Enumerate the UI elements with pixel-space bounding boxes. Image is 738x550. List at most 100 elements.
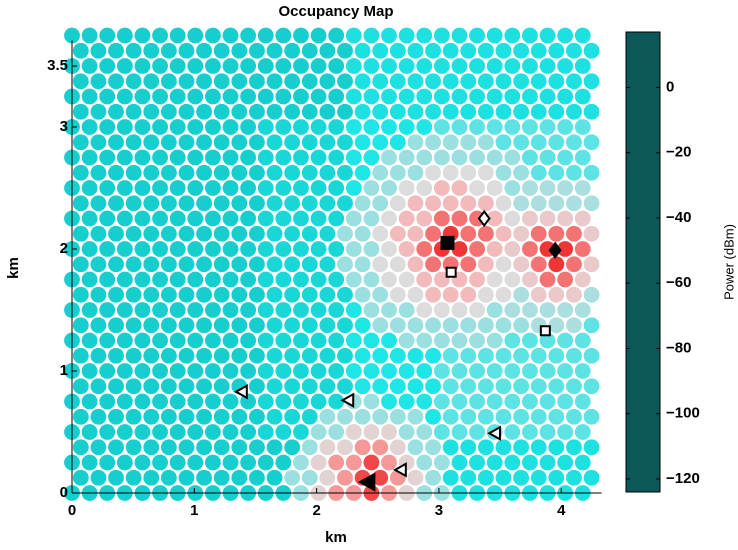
cell [187, 149, 204, 166]
cell [504, 88, 521, 105]
cell [495, 134, 512, 151]
cell [196, 408, 212, 425]
cell [196, 469, 212, 486]
cell [486, 454, 503, 471]
cell [152, 454, 168, 471]
cell [222, 88, 239, 105]
cell [99, 363, 116, 379]
cell [90, 256, 107, 273]
cell [548, 378, 565, 395]
cell [513, 103, 530, 120]
cell [266, 42, 283, 59]
cell [213, 256, 230, 273]
cell [152, 363, 168, 379]
cell [284, 164, 301, 181]
cell [416, 88, 433, 105]
cell [539, 119, 556, 135]
cell [354, 134, 371, 151]
cell [266, 317, 283, 334]
cell [249, 469, 265, 486]
cell [72, 378, 89, 395]
cell [425, 164, 441, 181]
cell [178, 225, 195, 242]
cell [187, 241, 204, 257]
cell [257, 149, 274, 166]
marker [440, 235, 455, 250]
cell [460, 286, 477, 303]
cell [293, 393, 309, 410]
cell [125, 195, 142, 212]
cell [301, 42, 318, 59]
cell [231, 225, 248, 242]
cell [152, 332, 168, 349]
cell [425, 469, 441, 486]
cell [152, 424, 168, 440]
cell [557, 302, 574, 318]
cell [477, 317, 494, 334]
cell [319, 378, 336, 395]
cell [469, 149, 485, 166]
cell [557, 119, 574, 135]
cell [486, 27, 503, 44]
cell [442, 378, 459, 395]
cell [134, 424, 151, 440]
cell [231, 408, 248, 425]
cell [231, 469, 248, 486]
cell [328, 424, 345, 440]
cell [425, 378, 441, 395]
cell [205, 88, 221, 105]
cell [522, 58, 538, 74]
cell [363, 332, 380, 349]
cell [539, 271, 556, 288]
cell [169, 180, 186, 196]
cell [504, 332, 521, 349]
cell [495, 73, 512, 90]
y-tick-label: 3.5 [47, 57, 68, 74]
cell [310, 424, 327, 440]
cell [240, 271, 257, 288]
marker [548, 241, 562, 259]
cell [416, 424, 433, 440]
cell [495, 164, 512, 181]
cell [407, 439, 424, 456]
cell [363, 27, 380, 44]
cell [266, 73, 283, 90]
cell [81, 332, 98, 349]
cell [469, 393, 485, 410]
cell [249, 103, 265, 120]
cell [231, 195, 248, 212]
cell [108, 317, 124, 334]
cell [398, 363, 415, 379]
cell [583, 317, 600, 334]
cell [345, 241, 362, 257]
cell [99, 332, 116, 349]
cell [548, 103, 565, 120]
cell [451, 302, 468, 318]
cell [504, 27, 521, 44]
cell [108, 73, 124, 90]
cell [416, 454, 433, 471]
cell [187, 302, 204, 318]
chart-title: Occupancy Map [278, 3, 393, 20]
colorbar-tick-label: −100 [666, 405, 700, 422]
cell [433, 149, 450, 166]
cell [477, 195, 494, 212]
cell [275, 27, 292, 44]
cell [574, 302, 591, 318]
cell [143, 469, 160, 486]
cell [539, 210, 556, 227]
cell [539, 149, 556, 166]
cell [222, 302, 239, 318]
cell [372, 42, 389, 59]
cell [460, 195, 477, 212]
cell [363, 149, 380, 166]
cell [249, 225, 265, 242]
x-tick-label: 2 [312, 502, 320, 519]
cell [477, 42, 494, 59]
colorbar-tick-label: −80 [666, 339, 691, 356]
cell [530, 378, 547, 395]
cell [416, 393, 433, 410]
cell [345, 271, 362, 288]
cell [539, 88, 556, 105]
cell [213, 347, 230, 364]
